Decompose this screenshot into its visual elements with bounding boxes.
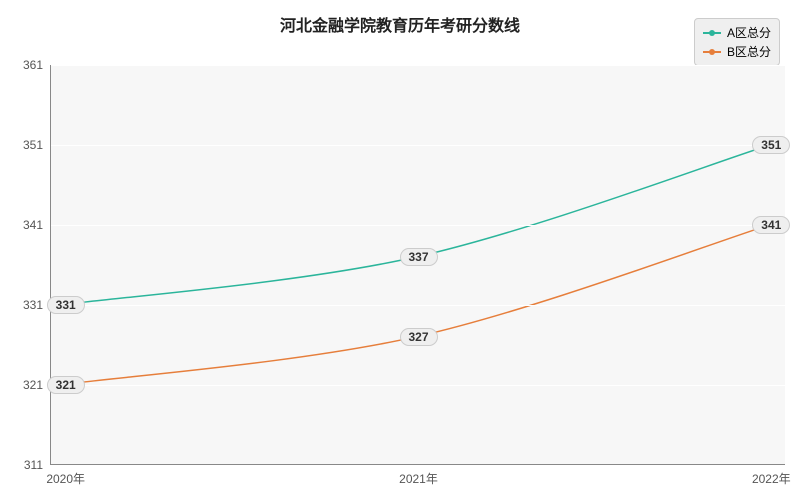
legend-swatch-a [703,32,721,34]
chart-container: 河北金融学院教育历年考研分数线 A区总分 B区总分 31132133134135… [0,0,800,500]
legend-swatch-b [703,51,721,53]
xtick-label: 2020年 [46,464,85,487]
ytick-label: 341 [23,218,51,232]
xtick-label: 2021年 [399,464,438,487]
data-label: 341 [752,216,790,234]
data-label: 351 [752,136,790,154]
ytick-label: 351 [23,138,51,152]
data-label: 331 [47,296,85,314]
gridline-h [51,305,785,306]
chart-title: 河北金融学院教育历年考研分数线 [0,12,800,36]
plot-area: 3113213313413513612020年2021年2022年3313373… [50,65,785,465]
legend: A区总分 B区总分 [694,18,780,66]
gridline-h [51,385,785,386]
legend-item-a: A区总分 [703,23,771,42]
gridline-h [51,65,785,66]
legend-item-b: B区总分 [703,42,771,61]
data-label: 337 [399,248,437,266]
legend-label-a: A区总分 [727,24,771,41]
gridline-h [51,145,785,146]
gridline-h [51,225,785,226]
data-label: 321 [47,376,85,394]
legend-label-b: B区总分 [727,43,771,60]
xtick-label: 2022年 [752,464,791,487]
ytick-label: 361 [23,58,51,72]
data-label: 327 [399,328,437,346]
